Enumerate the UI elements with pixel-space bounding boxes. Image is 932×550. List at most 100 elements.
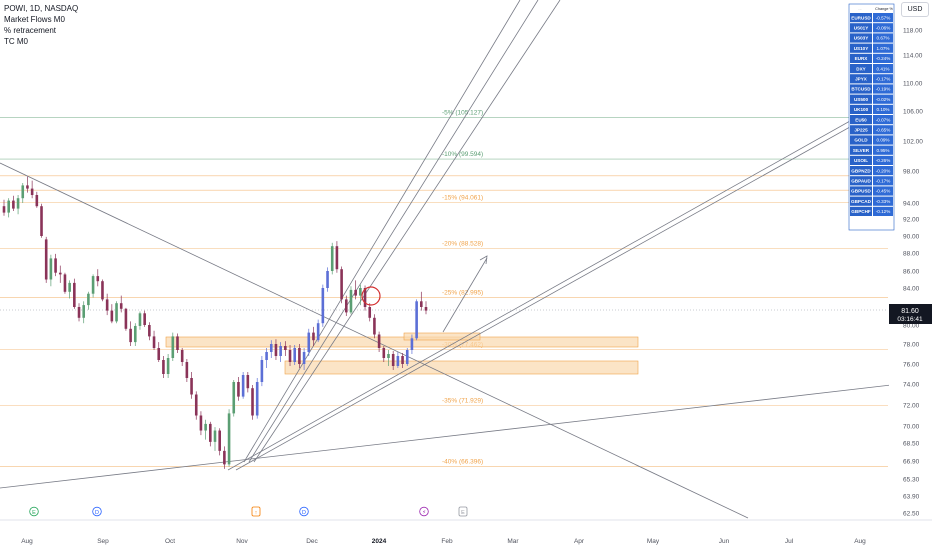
event-markers[interactable]: E D ↑ D ⚡ E [29, 506, 468, 517]
candle[interactable] [321, 284, 325, 327]
watchlist-row[interactable]: GBPCHF -0.12% [850, 206, 893, 216]
highlight-circle[interactable] [361, 286, 381, 306]
candle[interactable] [26, 176, 29, 193]
candle[interactable] [138, 311, 142, 330]
candle[interactable] [124, 307, 128, 331]
candle[interactable] [194, 391, 198, 420]
candle[interactable] [44, 236, 48, 283]
trendlines[interactable] [0, 0, 901, 519]
candle[interactable] [133, 323, 137, 346]
candle[interactable] [330, 242, 334, 275]
event-marker[interactable]: E [29, 506, 39, 517]
indicator-tc[interactable]: TC M0 [4, 37, 28, 46]
candle[interactable] [58, 265, 62, 283]
channel-line[interactable] [243, 0, 521, 463]
candle[interactable] [307, 328, 311, 356]
watchlist-row[interactable]: GBPUSD -0.45% [850, 186, 893, 196]
channel-line[interactable] [227, 106, 876, 471]
candle[interactable] [68, 280, 71, 299]
candle[interactable] [209, 421, 212, 447]
trendline[interactable] [0, 162, 749, 519]
candle[interactable] [180, 348, 184, 366]
watchlist-row[interactable]: SILVER 0.95% [850, 145, 893, 155]
arrow-head[interactable] [479, 255, 488, 265]
candle[interactable] [166, 354, 170, 378]
candle[interactable] [415, 299, 418, 341]
watchlist-row[interactable]: USOIL -0.26% [850, 155, 893, 165]
candle[interactable] [148, 322, 151, 341]
candle[interactable] [91, 274, 95, 298]
channel-line[interactable] [248, 0, 539, 463]
candle[interactable] [152, 330, 156, 350]
candle[interactable] [265, 348, 268, 368]
candle[interactable] [129, 321, 132, 346]
candle[interactable] [312, 326, 315, 346]
candle[interactable] [110, 304, 114, 324]
candle[interactable] [424, 301, 428, 315]
candle[interactable] [223, 446, 226, 469]
currency-button[interactable]: USD [901, 2, 929, 17]
candle[interactable] [21, 183, 25, 203]
candle[interactable] [16, 195, 20, 215]
candle[interactable] [176, 333, 179, 353]
candle[interactable] [199, 411, 203, 436]
watchlist-row[interactable]: US10Y 1.07% [850, 43, 893, 53]
candle[interactable] [35, 191, 39, 208]
candles[interactable] [2, 176, 428, 469]
candle[interactable] [237, 377, 240, 401]
channel-line[interactable] [235, 112, 876, 471]
watchlist-widget[interactable]: ... Change % EURUSD -0.57% US01Y -0.06% US03Y 0… [848, 3, 895, 231]
watchlist-row[interactable]: US01Y -0.06% [850, 23, 893, 33]
watchlist-row[interactable]: JP225 -0.65% [850, 125, 893, 135]
indicator-market-flows[interactable]: Market Flows M0 [4, 15, 65, 24]
time-axis[interactable]: Aug Sep Oct Nov Dec 2024 Feb Mar Apr May Jun Jul Aug [0, 519, 932, 545]
candle[interactable] [359, 284, 362, 306]
watchlist-row[interactable]: GBPNZD -0.20% [850, 166, 893, 176]
candle[interactable] [405, 348, 409, 366]
candle[interactable] [162, 356, 165, 378]
candle[interactable] [82, 301, 86, 324]
price-axis[interactable]: 118.00 114.00 110.00 106.00 102.00 98.00 94.00… [889, 0, 932, 520]
candle[interactable] [246, 372, 250, 393]
symbol-title[interactable]: POWI, 1D, NASDAQ [4, 4, 79, 13]
candle[interactable] [12, 195, 15, 211]
candle[interactable] [340, 266, 343, 304]
candle[interactable] [227, 409, 231, 467]
candle[interactable] [96, 269, 100, 287]
candle[interactable] [349, 286, 353, 315]
candle[interactable] [302, 348, 306, 370]
candle[interactable] [49, 254, 53, 287]
candle[interactable] [396, 352, 400, 368]
candle[interactable] [40, 203, 43, 238]
watchlist-row[interactable]: EU50 -0.07% [850, 115, 893, 125]
event-marker[interactable]: ⚡ [419, 506, 429, 517]
trendline[interactable] [0, 383, 901, 489]
watchlist-row[interactable]: BTCUSD -0.19% [850, 84, 893, 94]
fib-retracement-levels[interactable]: -5% (105.127) -10% (99.594) -15% (94.061) -… [0, 110, 888, 467]
indicator-retracement[interactable]: % retracement [4, 26, 57, 35]
arrow-line[interactable] [442, 257, 488, 333]
zone-rect[interactable] [284, 360, 639, 375]
candle[interactable] [279, 342, 282, 362]
support-zones[interactable] [165, 332, 639, 375]
candle[interactable] [63, 272, 67, 294]
candle[interactable] [377, 331, 381, 352]
candle[interactable] [269, 340, 273, 358]
candle[interactable] [101, 279, 104, 302]
channel-line[interactable] [253, 0, 561, 463]
event-marker[interactable]: ↑ [251, 506, 261, 517]
event-marker[interactable]: D [299, 506, 309, 517]
candle[interactable] [171, 332, 175, 361]
watchlist-row[interactable]: JPYX -0.17% [850, 74, 893, 84]
zone-rect[interactable] [165, 336, 639, 348]
candle[interactable] [284, 341, 287, 356]
watchlist-row[interactable]: GBPAUD -0.17% [850, 176, 893, 186]
candle[interactable] [373, 314, 376, 339]
watchlist-row[interactable]: EURX -0.24% [850, 53, 893, 63]
candle[interactable] [274, 339, 278, 360]
candle[interactable] [54, 253, 57, 277]
candle[interactable] [344, 295, 348, 316]
event-marker[interactable]: E [458, 506, 468, 517]
candle[interactable] [410, 334, 414, 355]
